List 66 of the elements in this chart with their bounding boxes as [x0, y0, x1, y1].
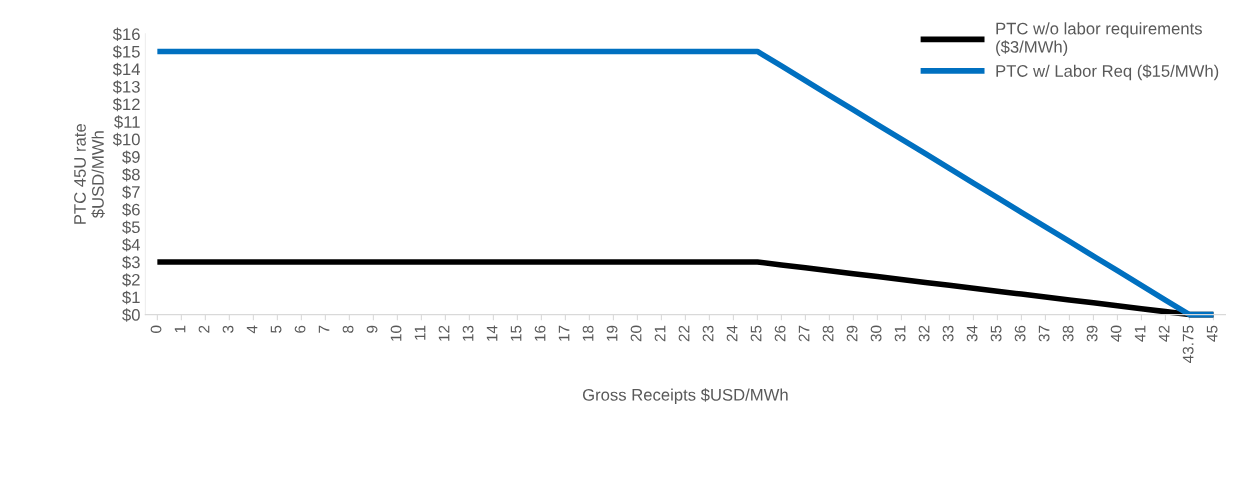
x-tick-label: 10 [390, 325, 402, 341]
x-tick-label: 4 [246, 325, 258, 334]
x-tick-label: 7 [318, 325, 330, 333]
x-tick-label: 23 [702, 325, 714, 342]
x-tick-label: 12 [438, 325, 450, 341]
x-tick-label: 29 [846, 325, 858, 342]
x-tick-label: 25 [750, 325, 762, 342]
y-tick-label: $14 [112, 62, 140, 77]
y-tick-label: $11 [114, 115, 140, 129]
x-tick-label: 27 [798, 325, 810, 342]
x-tick-label: 39 [1086, 325, 1098, 342]
x-tick-label: 26 [774, 325, 786, 342]
x-tick-label: 19 [606, 325, 618, 341]
x-tick-label: 40 [1110, 325, 1122, 342]
x-tick-label: 22 [678, 325, 690, 342]
x-tick-label: 30 [870, 325, 882, 342]
x-tick-label: 34 [966, 325, 978, 342]
x-tick-label: 20 [630, 325, 642, 342]
x-tick-label: 32 [918, 325, 930, 342]
x-tick-label: 5 [270, 325, 282, 333]
y-tick-label: $9 [122, 150, 140, 164]
x-tick-label: 42 [1158, 325, 1170, 342]
x-tick-label: 9 [366, 325, 378, 333]
x-tick-label: 36 [1014, 325, 1026, 342]
x-tick-label: 31 [894, 325, 906, 342]
x-tick-label: 24 [726, 325, 738, 342]
x-tick-label: 21 [654, 325, 666, 342]
x-tick-label: 16 [534, 325, 546, 341]
y-tick-label: $6 [122, 203, 140, 217]
y-tick-label: $8 [122, 167, 140, 182]
x-tick-label: 41 [1134, 325, 1146, 342]
x-tick-label: 38 [1062, 325, 1074, 342]
x-tick-label: 1 [174, 325, 186, 333]
y-tick-label: $2 [122, 273, 140, 287]
legend-label: PTC w/o labor requirements ($3/MWh) [996, 22, 1202, 57]
x-tick-label: 35 [990, 325, 1002, 342]
y-tick-label: $3 [122, 255, 140, 270]
x-tick-label: 6 [294, 325, 306, 333]
x-tick-label: 18 [582, 325, 594, 341]
x-tick-label: 33 [942, 325, 954, 342]
x-tick-label: 2 [198, 325, 210, 333]
x-tick-label: 13 [462, 325, 474, 341]
x-tick-label: 14 [486, 325, 498, 341]
x-tick-label: 0 [150, 325, 162, 333]
x-tick-label: 17 [558, 325, 570, 341]
y-tick-label: $15 [112, 45, 140, 59]
x-axis-title: Gross Receipts $USD/MWh [582, 388, 788, 405]
x-tick-label: 8 [342, 325, 354, 333]
x-tick-label: 3 [222, 325, 234, 333]
y-tick-label: $16 [112, 27, 140, 42]
x-tick-label: 45 [1206, 325, 1218, 342]
x-tick-label: 15 [510, 325, 522, 341]
x-tick-label: 43.75 [1182, 325, 1194, 363]
x-tick-label: 37 [1038, 325, 1050, 342]
legend-label: PTC w/ Labor Req ($15/MWh) [996, 64, 1219, 81]
y-tick-label: $4 [122, 238, 140, 252]
y-tick-label: $10 [112, 132, 140, 147]
y-tick-label: $1 [122, 290, 140, 305]
x-tick-label: 28 [822, 325, 834, 342]
y-tick-label: $12 [112, 97, 140, 112]
y-tick-label: $13 [112, 80, 140, 94]
y-tick-label: $7 [122, 185, 140, 199]
y-tick-label: $0 [122, 308, 140, 322]
x-tick-label: 11 [414, 325, 426, 340]
y-tick-label: $5 [122, 220, 140, 235]
y-axis-title: PTC 45U rate $USD/MWh [74, 124, 105, 224]
